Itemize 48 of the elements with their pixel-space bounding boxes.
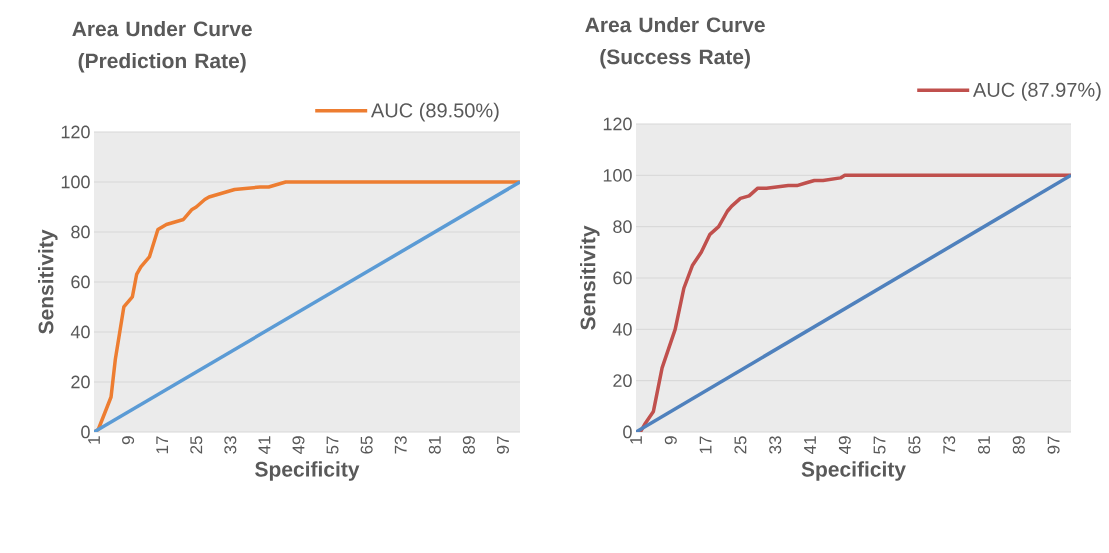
y-tick-label: 120 bbox=[61, 125, 90, 139]
y-tick-label: 0 bbox=[81, 425, 90, 439]
x-tick-label: 65 bbox=[360, 436, 373, 454]
x-tick-label: 73 bbox=[943, 436, 956, 454]
x-tick-label: 65 bbox=[908, 436, 921, 454]
y-tick-label: 60 bbox=[613, 271, 632, 285]
x-tick-label: 41 bbox=[258, 436, 271, 455]
x-tick-label: 57 bbox=[326, 436, 339, 454]
chart-title: Area Under Curve (Prediction Rate) bbox=[72, 20, 252, 73]
y-tick-label: 20 bbox=[613, 374, 632, 388]
x-tick-label: 89 bbox=[1012, 436, 1025, 454]
y-tick-label: 120 bbox=[603, 117, 632, 131]
x-tick-label: 81 bbox=[428, 436, 441, 454]
x-axis-title: Specificity bbox=[801, 461, 906, 481]
x-tick-label: 49 bbox=[292, 436, 305, 455]
y-tick-label: 0 bbox=[623, 425, 632, 439]
x-tick-label: 49 bbox=[838, 436, 851, 455]
x-tick-label: 97 bbox=[496, 436, 509, 454]
y-tick-label: 20 bbox=[71, 375, 90, 389]
y-axis-title: Sensitivity bbox=[38, 229, 58, 334]
x-tick-label: 9 bbox=[122, 436, 135, 445]
legend-label: AUC (89.50%) bbox=[370, 102, 499, 122]
x-tick-label: 97 bbox=[1047, 436, 1060, 454]
x-tick-label: 1 bbox=[630, 436, 642, 444]
x-tick-label: 17 bbox=[699, 436, 712, 454]
x-tick-label: 81 bbox=[977, 436, 991, 454]
x-tick-label: 73 bbox=[394, 436, 407, 454]
y-tick-label: 80 bbox=[71, 225, 90, 239]
x-tick-label: 57 bbox=[873, 436, 886, 454]
legend-label: AUC (87.97%) bbox=[973, 82, 1101, 101]
x-tick-label: 33 bbox=[769, 436, 782, 454]
chart-title: Area Under Curve (Success Rate) bbox=[585, 16, 765, 69]
x-tick-label: 89 bbox=[462, 436, 475, 454]
x-tick-label: 9 bbox=[664, 436, 677, 445]
y-axis-title: Sensitivity bbox=[580, 225, 600, 330]
y-tick-label: 100 bbox=[603, 168, 632, 182]
x-tick-label: 33 bbox=[224, 436, 237, 454]
y-tick-label: 80 bbox=[613, 220, 632, 234]
x-tick-label: 25 bbox=[734, 436, 747, 454]
x-tick-label: 17 bbox=[156, 436, 169, 454]
x-tick-label: 41 bbox=[804, 436, 816, 455]
x-tick-label: 25 bbox=[190, 436, 203, 454]
y-tick-label: 60 bbox=[71, 275, 90, 289]
y-tick-label: 40 bbox=[70, 325, 90, 339]
y-tick-label: 40 bbox=[612, 322, 632, 336]
x-tick-label: 1 bbox=[88, 436, 100, 444]
y-tick-label: 100 bbox=[61, 175, 90, 189]
x-axis-title: Specificity bbox=[255, 461, 360, 481]
